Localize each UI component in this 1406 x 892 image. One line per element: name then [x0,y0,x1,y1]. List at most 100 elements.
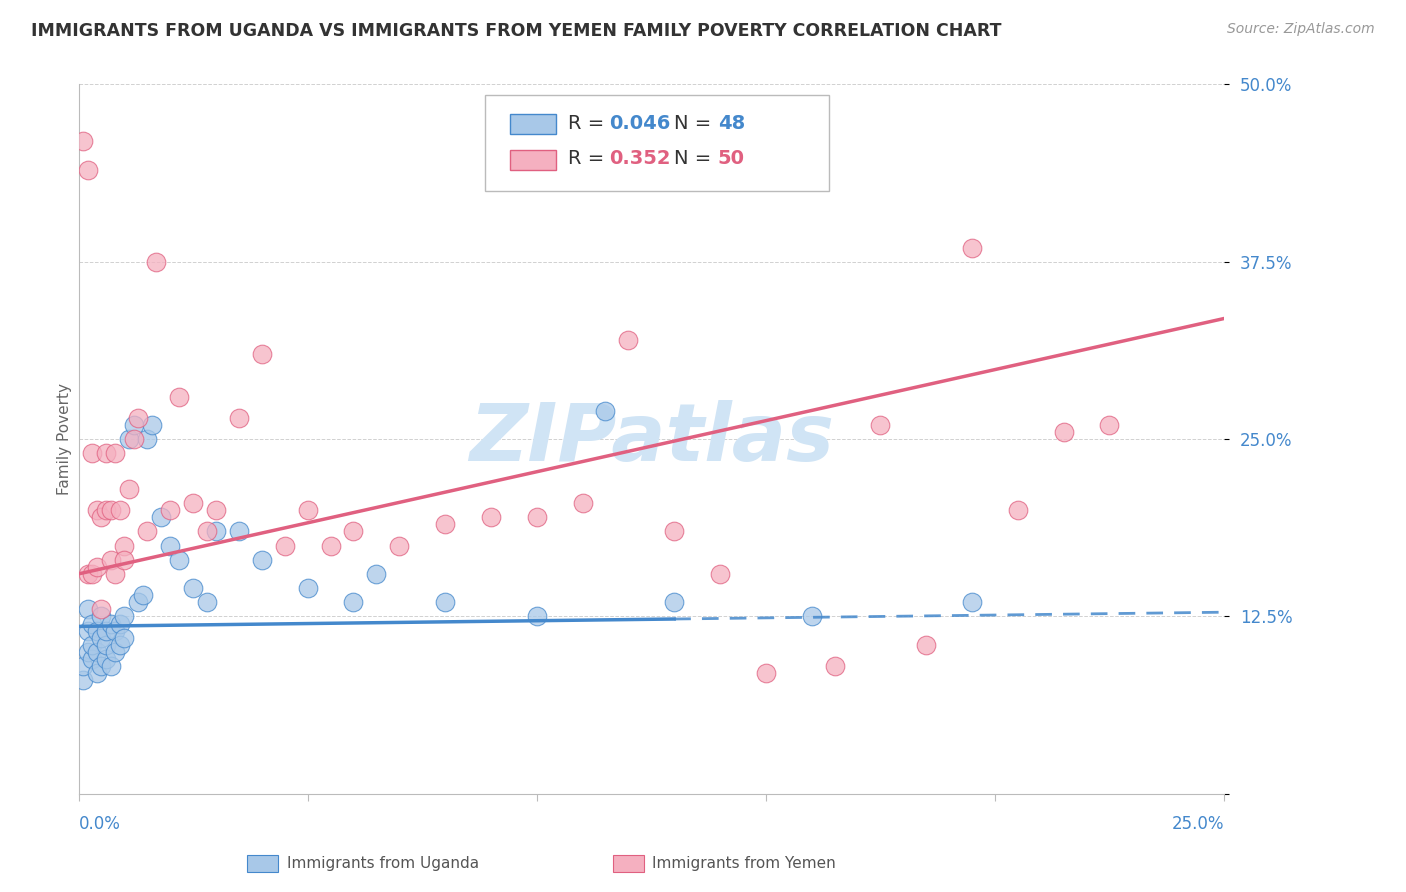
Point [72,134,94,148]
Point [181,496,204,510]
Point [434,595,457,609]
Point [94,503,117,517]
Point [250,347,273,361]
Point [319,539,342,553]
Point [76,566,98,581]
Text: ZIPatlas: ZIPatlas [468,401,834,478]
Point [94,624,117,638]
FancyBboxPatch shape [485,95,828,191]
Point [118,482,141,496]
Point [664,524,686,539]
Point [228,410,250,425]
Point [90,602,112,616]
Point [100,616,122,631]
Point [112,609,135,624]
Point [94,446,117,460]
Point [159,539,181,553]
Point [388,539,411,553]
Point [104,446,127,460]
Point [145,254,167,268]
Point [526,510,548,524]
Point [100,503,122,517]
Point [108,503,131,517]
Point [82,616,104,631]
Point [205,524,228,539]
Point [104,645,127,659]
Point [86,666,108,681]
Point [150,510,173,524]
Point [94,652,117,666]
Point [72,673,94,688]
Point [76,162,98,177]
Point [76,624,98,638]
Point [76,602,98,616]
Text: R =: R = [568,114,610,133]
Text: R =: R = [568,150,610,169]
Point [86,559,108,574]
Point [112,539,135,553]
Point [86,503,108,517]
Text: 0.352: 0.352 [609,150,671,169]
Point [342,524,364,539]
Point [159,503,181,517]
Point [824,659,846,673]
Point [82,446,104,460]
Point [800,609,823,624]
Point [90,609,112,624]
Point [1007,503,1029,517]
Point [1098,417,1121,432]
Point [869,417,891,432]
Point [960,595,983,609]
Point [664,595,686,609]
Point [915,638,938,652]
Point [297,581,319,595]
Point [297,503,319,517]
Point [90,510,112,524]
Point [169,552,191,566]
Point [82,566,104,581]
Point [108,616,131,631]
Point [118,432,141,446]
Point [100,659,122,673]
Point [709,566,731,581]
Point [181,581,204,595]
Point [571,496,593,510]
Point [76,645,98,659]
Text: 48: 48 [717,114,745,133]
Point [274,539,297,553]
Point [122,417,145,432]
FancyBboxPatch shape [510,114,557,134]
Point [205,503,228,517]
Point [112,631,135,645]
Point [112,552,135,566]
Point [960,241,983,255]
Point [136,524,159,539]
Point [1052,425,1074,439]
Text: Source: ZipAtlas.com: Source: ZipAtlas.com [1227,22,1375,37]
Point [90,631,112,645]
Text: 50: 50 [717,150,745,169]
Point [434,517,457,532]
Point [90,659,112,673]
Point [617,333,640,347]
Point [195,524,218,539]
Point [136,432,159,446]
Point [127,595,149,609]
Text: 0.0%: 0.0% [79,815,121,833]
Text: Immigrants from Uganda: Immigrants from Uganda [287,856,479,871]
Text: 0.046: 0.046 [609,114,671,133]
Point [595,403,617,417]
Point [108,638,131,652]
Point [228,524,250,539]
Point [82,652,104,666]
Point [195,595,218,609]
Point [250,552,273,566]
Point [100,552,122,566]
Point [104,566,127,581]
Text: 25.0%: 25.0% [1171,815,1225,833]
Point [479,510,502,524]
Point [132,588,155,602]
Point [526,609,548,624]
Point [127,410,149,425]
FancyBboxPatch shape [510,150,557,169]
